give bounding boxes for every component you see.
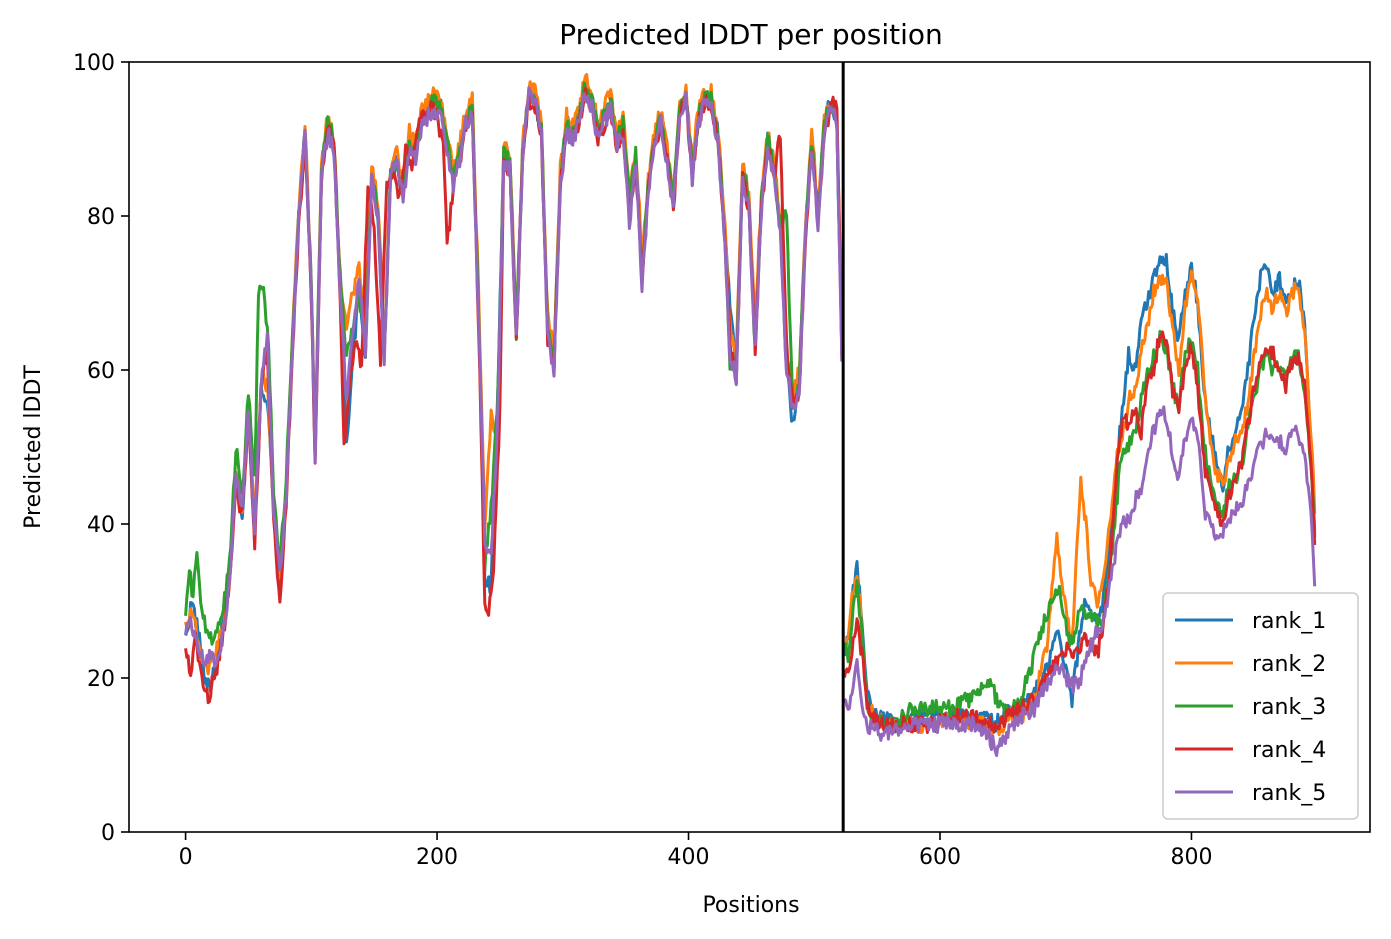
y-tick-label: 80	[87, 205, 115, 230]
series-group	[184, 73, 1317, 758]
x-tick-label: 400	[668, 845, 710, 870]
y-tick-label: 60	[87, 359, 115, 384]
x-axis-label: Positions	[702, 893, 799, 918]
legend-label-rank_3: rank_3	[1252, 695, 1326, 720]
legend-label-rank_2: rank_2	[1252, 652, 1326, 677]
plot-frame	[128, 61, 1371, 833]
axes: 0 200 400 600 800 0 20 40 60 80 100	[73, 51, 1371, 870]
y-tick-label: 20	[87, 667, 115, 692]
legend-label-rank_5: rank_5	[1252, 781, 1326, 806]
y-tick-label: 0	[101, 821, 115, 846]
x-tick-label: 800	[1170, 845, 1212, 870]
legend-label-rank_1: rank_1	[1252, 609, 1326, 634]
x-tick-label: 0	[179, 845, 193, 870]
x-tick-label: 600	[919, 845, 961, 870]
series-line-rank_5	[184, 86, 1317, 758]
legend-label-rank_4: rank_4	[1252, 738, 1326, 763]
y-tick-label: 40	[87, 513, 115, 538]
series-line-rank_4	[184, 87, 1317, 734]
legend-box	[1162, 592, 1359, 820]
legend: rank_1 rank_2 rank_3 rank_4 rank_5	[1162, 592, 1359, 820]
series-line-rank_3	[184, 81, 1317, 734]
chart-title: Predicted lDDT per position	[559, 18, 943, 51]
y-tick-label: 100	[73, 51, 115, 76]
x-tick-label: 200	[416, 845, 458, 870]
y-axis-label: Predicted lDDT	[21, 365, 46, 529]
